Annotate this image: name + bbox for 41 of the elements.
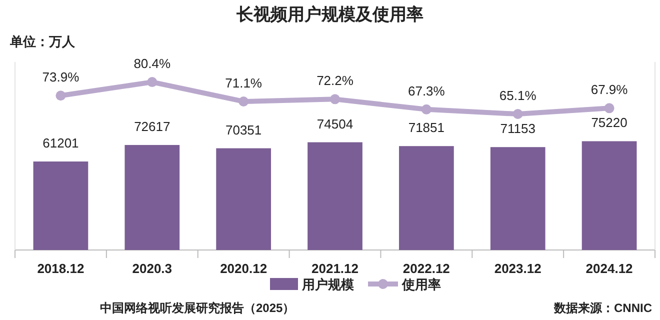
data-label: 72617 <box>134 118 170 134</box>
chart-subtitle: 单位：万人 <box>9 34 76 49</box>
data-label: 67.3% <box>408 83 446 98</box>
x-tick-label: 2020.3 <box>132 261 172 276</box>
point <box>56 90 66 101</box>
x-tick-label: 2020.12 <box>220 261 268 276</box>
data-label: 61201 <box>42 135 79 150</box>
point <box>238 96 249 106</box>
bar <box>216 148 271 250</box>
bar <box>399 146 454 250</box>
data-label: 71.1% <box>225 75 262 90</box>
point <box>330 94 340 104</box>
data-label: 74504 <box>316 116 354 132</box>
legend-label: 使用率 <box>401 277 441 292</box>
data-label: 71851 <box>408 120 445 136</box>
x-tick-label: 2023.12 <box>494 261 542 276</box>
bar <box>124 144 180 250</box>
bar <box>490 147 546 250</box>
source-note: 数据来源：CNNIC <box>553 301 652 315</box>
point <box>421 104 432 114</box>
bar <box>582 141 637 250</box>
data-label: 65.1% <box>499 88 537 104</box>
bar <box>33 161 88 250</box>
bar <box>308 142 362 250</box>
text: 中国网络视听发展研究报告（2025） <box>100 301 295 315</box>
x-tick-label: 2024.12 <box>586 261 633 276</box>
data-label: 72.2% <box>316 73 354 88</box>
point <box>604 103 614 114</box>
legend-label: 用户规模 <box>301 277 354 292</box>
data-label: 75220 <box>591 115 628 130</box>
data-label: 71153 <box>500 121 536 136</box>
point <box>147 77 158 88</box>
point <box>512 109 523 120</box>
chart-title: 长视频用户规模及使用率 <box>236 5 424 24</box>
data-label: 70351 <box>225 122 262 138</box>
data-label: 80.4% <box>134 56 172 72</box>
x-tick-label: 2018.12 <box>37 261 84 276</box>
data-label: 67.9% <box>590 82 628 98</box>
x-tick-label: 2021.12 <box>312 261 358 276</box>
data-label: 73.9% <box>42 70 80 85</box>
x-tick-label: 2022.12 <box>402 261 450 276</box>
